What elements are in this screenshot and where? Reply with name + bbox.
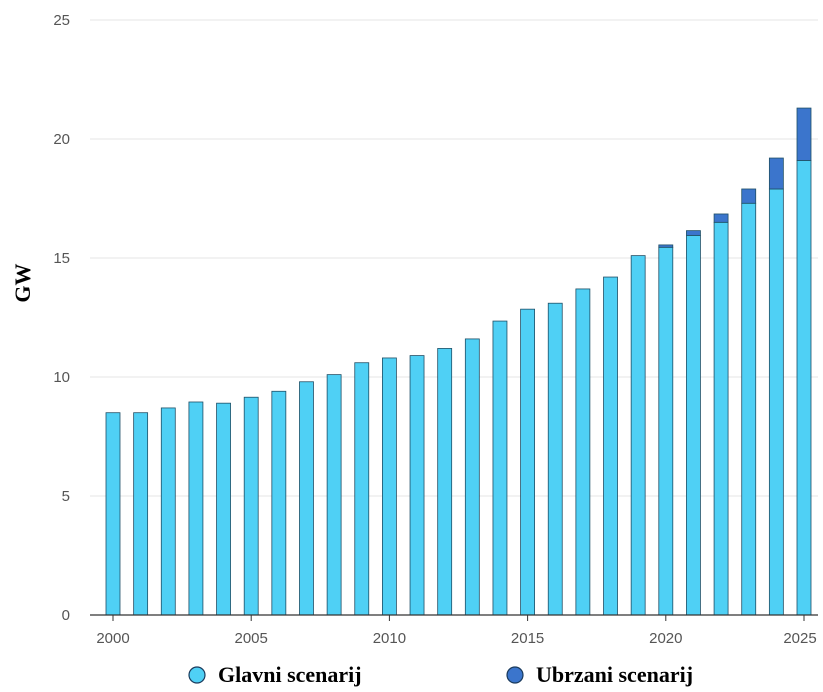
bar-ubrzani-2022 xyxy=(713,213,729,223)
bar-glavni-2013 xyxy=(464,338,480,616)
legend-label-glavni: Glavni scenarij xyxy=(218,662,362,687)
y-tick-label: 5 xyxy=(62,488,70,505)
bar-glavni-2014 xyxy=(492,320,508,616)
bar-glavni-2024 xyxy=(768,188,784,616)
y-tick-label: 0 xyxy=(62,607,70,624)
bar-glavni-2025 xyxy=(796,160,812,616)
bar-glavni-2012 xyxy=(437,348,453,616)
y-tick-label: 15 xyxy=(53,250,70,267)
bar-glavni-2004 xyxy=(216,402,231,616)
bars xyxy=(105,107,812,616)
bar-glavni-2016 xyxy=(547,302,563,616)
x-tick-label: 2025 xyxy=(783,630,816,647)
bar-glavni-2008 xyxy=(326,374,342,616)
bar-glavni-2007 xyxy=(299,381,314,616)
bar-ubrzani-2025 xyxy=(796,107,812,161)
bar-ubrzani-2020 xyxy=(658,244,674,248)
bar-glavni-2006 xyxy=(271,390,287,616)
x-tick-label: 2010 xyxy=(373,630,406,647)
bar-glavni-2018 xyxy=(603,276,618,616)
bar-glavni-2019 xyxy=(630,255,646,616)
legend-marker-ubrzani xyxy=(506,666,524,684)
legend-marker-glavni xyxy=(188,666,206,684)
x-tick-labels: 2000 2005 2010 2015 2020 2025 xyxy=(96,615,817,647)
bar-glavni-2002 xyxy=(160,407,176,616)
bar-glavni-2015 xyxy=(520,308,535,616)
legend-label-ubrzani: Ubrzani scenarij xyxy=(536,662,693,687)
bar-glavni-2000 xyxy=(105,412,121,616)
bar-glavni-2011 xyxy=(409,355,425,616)
legend: Glavni scenarij Ubrzani scenarij xyxy=(188,662,693,687)
y-tick-label: 10 xyxy=(53,369,70,386)
bar-glavni-2005 xyxy=(243,396,259,616)
y-axis-label: GW xyxy=(10,263,35,302)
bar-glavni-2017 xyxy=(575,288,591,616)
bar-glavni-2003 xyxy=(188,401,204,616)
y-tick-label: 20 xyxy=(53,131,70,148)
y-tick-labels: 0 5 10 15 20 25 xyxy=(53,12,70,624)
bar-glavni-2021 xyxy=(686,234,701,616)
y-tick-label: 25 xyxy=(53,12,70,29)
bar-glavni-2023 xyxy=(741,202,757,616)
bar-ubrzani-2021 xyxy=(686,230,701,236)
x-tick-label: 2005 xyxy=(235,630,268,647)
bar-glavni-2001 xyxy=(133,412,149,616)
bar-ubrzani-2023 xyxy=(741,188,757,204)
x-tick-label: 2020 xyxy=(649,630,682,647)
x-tick-label: 2000 xyxy=(96,630,129,647)
bar-glavni-2020 xyxy=(658,246,674,616)
bar-ubrzani-2024 xyxy=(768,157,784,190)
bar-glavni-2022 xyxy=(713,221,729,616)
bar-glavni-2009 xyxy=(354,362,370,616)
bar-glavni-2010 xyxy=(381,357,397,616)
x-tick-label: 2015 xyxy=(511,630,544,647)
